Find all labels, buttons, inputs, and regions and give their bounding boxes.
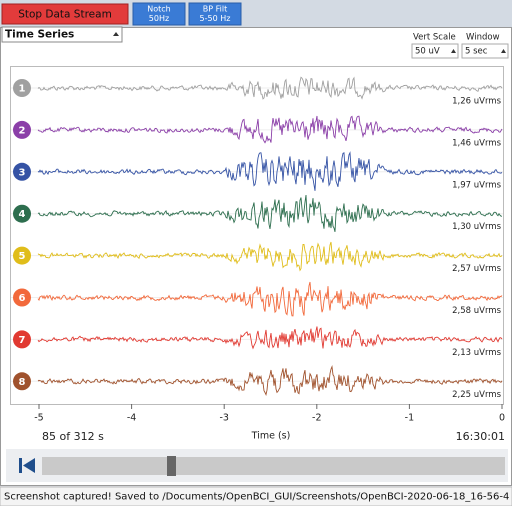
widget-selector[interactable] (1, 26, 123, 43)
plot-area (10, 66, 504, 405)
x-axis-label: Time (s) (251, 431, 291, 442)
channel-number: 7 (19, 335, 26, 346)
channel-badge (13, 162, 31, 181)
channel-number: 5 (19, 251, 26, 262)
channel-trace (37, 115, 503, 144)
window-dropdown[interactable] (461, 43, 509, 59)
channel-badge (13, 204, 31, 223)
channel-number: 3 (19, 167, 26, 178)
notch-label: Notch (147, 5, 170, 14)
channel-rms: 2,25 uVrms (452, 390, 501, 400)
slider-thumb[interactable] (167, 456, 176, 476)
channel-trace (37, 281, 503, 317)
status-message: Screenshot captured! Saved to /Documents… (4, 492, 509, 503)
rewind-bar (19, 458, 22, 473)
channel-trace (37, 151, 503, 191)
channel-rms: 2,57 uVrms (452, 264, 501, 274)
channel-trace (37, 76, 503, 100)
channel-number: 1 (19, 84, 26, 95)
window-value: 5 sec (465, 47, 488, 57)
stop-button-label: Stop Data Stream (18, 9, 112, 21)
channel-trace (37, 241, 503, 272)
widget-title: Time Series (5, 29, 74, 41)
vert-scale-value: 50 uV (415, 47, 440, 57)
channel-rms: 1,97 uVrms (452, 180, 501, 190)
channel-trace (37, 364, 503, 396)
rewind-button[interactable] (19, 458, 35, 473)
dropdown-arrow (451, 49, 456, 53)
x-tick-label: -1 (405, 413, 414, 424)
channel-rms: 1,26 uVrms (452, 97, 501, 107)
channel-rms: 2,58 uVrms (452, 306, 501, 316)
rewind-arrow (23, 458, 35, 473)
filter-label: BP Filt (203, 5, 227, 14)
channel-badge (13, 246, 31, 265)
slider-track[interactable] (42, 457, 505, 475)
channel-badge (13, 330, 31, 349)
channel-number: 4 (19, 209, 26, 220)
channel-trace (37, 194, 502, 233)
channel-badge (13, 288, 31, 307)
channel-rms: 2,13 uVrms (452, 348, 501, 358)
channel-number: 2 (19, 125, 26, 136)
x-tick-label: -4 (127, 413, 136, 424)
stop-button[interactable] (1, 3, 129, 25)
filter-button[interactable] (188, 2, 242, 26)
x-tick-label: -2 (312, 413, 321, 424)
channel-badge (13, 120, 31, 139)
x-tick-label: -3 (219, 413, 228, 424)
channel-badge (13, 79, 31, 97)
channel-trace (37, 326, 503, 350)
notch-button[interactable] (132, 2, 186, 26)
window-label: Window (466, 33, 500, 43)
vert-scale-label: Vert Scale (413, 33, 456, 43)
channel-rms: 1,46 uVrms (452, 138, 501, 148)
channel-number: 8 (19, 377, 26, 388)
channel-badge (13, 372, 31, 391)
vert-scale-dropdown[interactable] (411, 43, 459, 59)
x-tick-label: 0 (499, 413, 505, 424)
channel-number: 6 (19, 293, 26, 304)
x-tick-label: -5 (34, 413, 43, 424)
filter-value: 5-50 Hz (200, 14, 231, 23)
channel-rms: 1,30 uVrms (452, 222, 501, 232)
dropdown-arrow (113, 32, 119, 36)
clock: 16:30:01 (456, 430, 505, 443)
notch-value: 50Hz (149, 14, 169, 23)
playback-position: 85 of 312 s (42, 430, 104, 443)
dropdown-arrow (501, 49, 506, 53)
